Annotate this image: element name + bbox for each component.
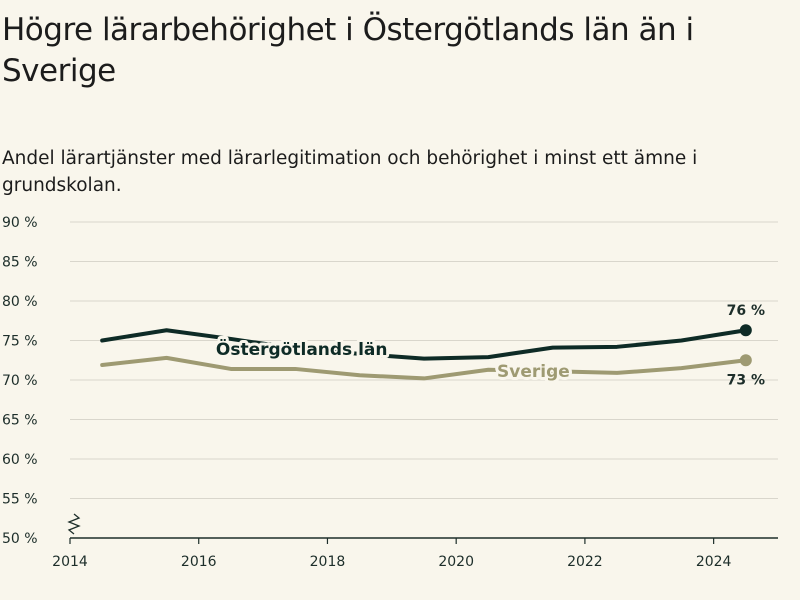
x-tick-label: 2014 bbox=[52, 554, 88, 570]
y-tick-label: 60 % bbox=[2, 452, 38, 468]
chart-title: Högre lärarbehörighet i Östergötlands lä… bbox=[2, 12, 694, 89]
series-line-0 bbox=[100, 328, 748, 361]
series-name-halo-0: Östergötlands län bbox=[216, 338, 388, 360]
series-end-point-0 bbox=[739, 324, 752, 337]
series-name-halo-1: Sverige bbox=[497, 362, 570, 382]
y-axis: 50 % 55 % 60 % 65 % 70 % 75 % 80 % 85 % 90 % bbox=[2, 215, 81, 547]
y-tick-label: 75 % bbox=[2, 334, 38, 350]
x-tick-label: 2020 bbox=[438, 554, 474, 570]
y-tick-label: 55 % bbox=[2, 492, 38, 508]
x-tick-label: 2016 bbox=[181, 554, 217, 570]
chart-subtitle: Andel lärartjänster med lärarlegitimatio… bbox=[2, 148, 698, 196]
y-tick-label: 80 % bbox=[2, 294, 38, 310]
y-tick-label: 65 % bbox=[2, 413, 38, 429]
y-tick-label: 50 % bbox=[2, 531, 38, 547]
series-lines bbox=[100, 324, 752, 381]
series-name-label-0: Östergötlands län bbox=[216, 338, 388, 360]
x-tick-label: 2018 bbox=[310, 554, 346, 570]
end-value-label-1: 73 % bbox=[727, 372, 765, 388]
x-axis: 2014 2016 2018 2020 2022 2024 bbox=[52, 537, 778, 570]
x-tick-label: 2024 bbox=[696, 554, 732, 570]
y-tick-label: 70 % bbox=[2, 373, 38, 389]
series-end-point-1 bbox=[739, 354, 752, 367]
axis-break-icon bbox=[67, 513, 81, 535]
series-line-1 bbox=[100, 355, 748, 381]
y-tick-label: 90 % bbox=[2, 215, 38, 231]
end-value-label-0: 76 % bbox=[727, 303, 765, 319]
x-tick-label: 2022 bbox=[567, 554, 603, 570]
series-name-label-1: Sverige bbox=[497, 362, 570, 382]
y-tick-label: 85 % bbox=[2, 255, 38, 271]
